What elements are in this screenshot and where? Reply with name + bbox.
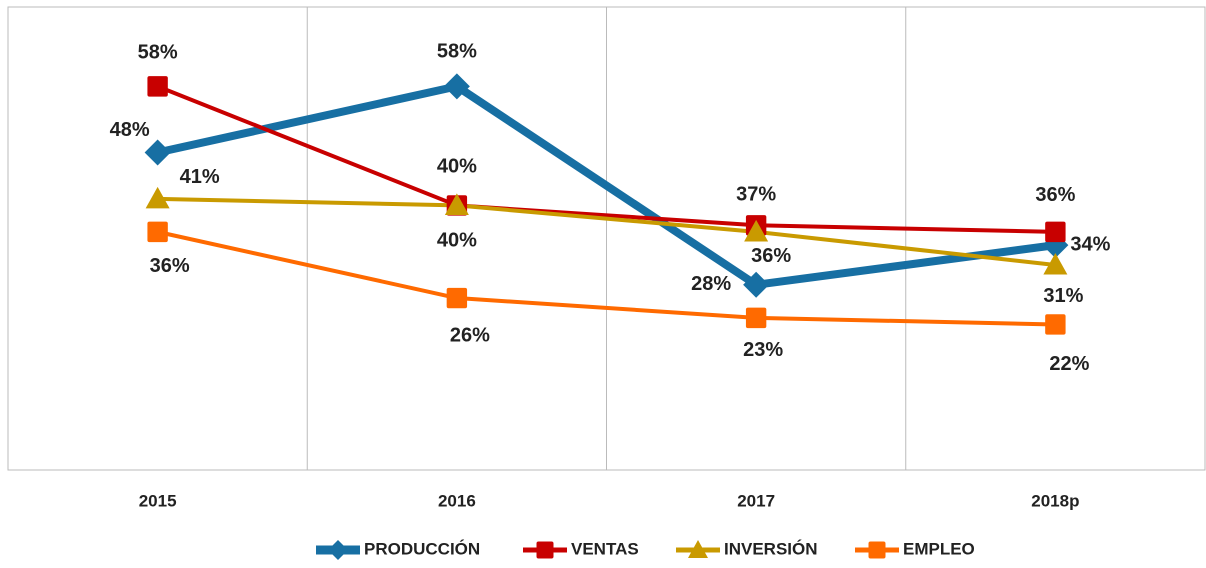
point-marker xyxy=(145,186,170,209)
data-label: 36% xyxy=(150,255,190,277)
data-label: 37% xyxy=(736,184,776,206)
data-label: 36% xyxy=(1035,184,1075,206)
legend-marker xyxy=(536,541,554,559)
data-label: 22% xyxy=(1049,353,1089,375)
x-tick-label: 2017 xyxy=(737,491,775,510)
legend-marker xyxy=(868,541,886,559)
data-label: 48% xyxy=(110,119,150,141)
data-label: 58% xyxy=(138,42,178,64)
series-line xyxy=(157,196,1056,267)
legend-label: INVERSIÓN xyxy=(724,539,818,558)
data-label: 41% xyxy=(180,166,220,188)
x-tick-label: 2015 xyxy=(139,491,177,510)
data-label: 34% xyxy=(1070,233,1110,255)
point-marker xyxy=(745,307,767,329)
point-marker xyxy=(144,139,171,166)
legend-label: EMPLEO xyxy=(903,539,975,558)
point-marker xyxy=(147,76,168,97)
legend-marker xyxy=(328,540,348,560)
data-label: 23% xyxy=(743,339,783,361)
point-marker xyxy=(443,73,470,100)
point-marker xyxy=(743,271,770,298)
data-label: 58% xyxy=(437,41,477,63)
series-line xyxy=(156,84,1056,234)
point-marker xyxy=(1045,221,1066,243)
data-label: 36% xyxy=(751,245,791,267)
series-line xyxy=(156,82,1056,289)
point-marker xyxy=(147,221,168,243)
data-label: 28% xyxy=(691,273,731,295)
point-marker xyxy=(1043,252,1068,275)
series-line xyxy=(157,229,1056,327)
data-label: 40% xyxy=(437,156,477,178)
legend-label: VENTAS xyxy=(571,539,639,558)
data-label: 31% xyxy=(1043,285,1083,307)
point-marker xyxy=(446,287,468,309)
point-marker xyxy=(444,193,469,216)
x-tick-label: 2018p xyxy=(1031,491,1079,510)
x-tick-label: 2016 xyxy=(438,491,476,510)
data-label: 26% xyxy=(450,324,490,346)
legend-marker xyxy=(688,540,708,558)
data-label: 40% xyxy=(437,230,477,252)
point-marker xyxy=(1045,314,1066,335)
legend-label: PRODUCCIÓN xyxy=(364,539,480,558)
point-marker xyxy=(744,219,769,242)
